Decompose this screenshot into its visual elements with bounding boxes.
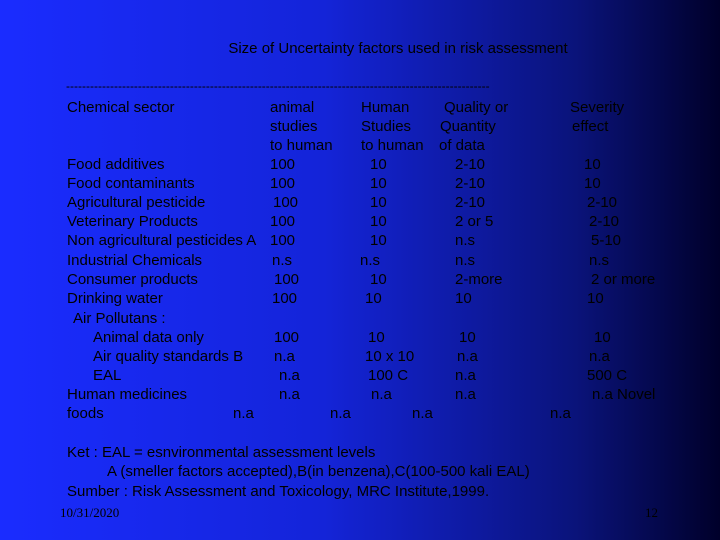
row-quality: n.a bbox=[455, 367, 476, 384]
row-animal-studies: 100 bbox=[270, 213, 296, 230]
row-sector: Animal data only bbox=[93, 329, 204, 346]
header-human-line1: Human bbox=[361, 99, 410, 116]
row-severity: 2 or more bbox=[591, 271, 656, 288]
header-animal-line2: studies bbox=[270, 118, 318, 135]
row-human-studies: n.a bbox=[371, 386, 392, 403]
row-animal-studies: 100 bbox=[274, 329, 300, 346]
header-human-line2: Studies bbox=[361, 118, 412, 135]
row-quality: n.a bbox=[457, 348, 478, 365]
row-sector: Food additives bbox=[67, 156, 165, 173]
row-severity: n.a bbox=[550, 405, 571, 422]
row-human-studies: n.a bbox=[330, 405, 351, 422]
header-chemical-sector: Chemical sector bbox=[67, 99, 175, 116]
row-human-studies: 10 bbox=[370, 232, 387, 249]
header-quality-line3: of data bbox=[439, 137, 485, 154]
row-quality: n.a bbox=[455, 386, 476, 403]
header-animal-line3: to human bbox=[270, 137, 333, 154]
row-animal-studies: 100 bbox=[270, 175, 296, 192]
row-animal-studies: n.a bbox=[279, 386, 300, 403]
row-severity: 5-10 bbox=[591, 232, 622, 249]
row-quality: 2-10 bbox=[455, 156, 486, 173]
row-sector: Drinking water bbox=[67, 290, 163, 307]
header-human-line3: to human bbox=[361, 137, 424, 154]
row-quality: n.s bbox=[455, 252, 476, 269]
row-human-studies: 100 C bbox=[368, 367, 409, 384]
row-quality: 2-more bbox=[455, 271, 503, 288]
row-severity: n.a bbox=[589, 348, 610, 365]
row-sector: Air quality standards B bbox=[93, 348, 244, 365]
slide-date: 10/31/2020 bbox=[60, 505, 120, 520]
row-animal-studies: n.a bbox=[279, 367, 300, 384]
row-sector: Food contaminants bbox=[67, 175, 195, 192]
row-sector: Veterinary Products bbox=[67, 213, 198, 230]
row-human-studies: 10 bbox=[370, 175, 387, 192]
row-sector: Industrial Chemicals bbox=[67, 252, 203, 269]
row-sector: Non agricultural pesticides A bbox=[67, 232, 257, 249]
header-quality-line1: Quality or bbox=[444, 99, 509, 116]
row-human-studies: 10 bbox=[370, 213, 387, 230]
header-quality-line2: Quantity bbox=[440, 118, 496, 135]
row-animal-studies: n.a bbox=[274, 348, 295, 365]
row-sector: Consumer products bbox=[67, 271, 198, 288]
row-severity: 10 bbox=[584, 175, 601, 192]
row-quality: 10 bbox=[459, 329, 476, 346]
note-source: Sumber : Risk Assessment and Toxicology,… bbox=[67, 483, 490, 500]
note-legend: A (smeller factors accepted),B(in benzen… bbox=[107, 463, 530, 480]
row-severity: 10 bbox=[594, 329, 611, 346]
row-quality: 10 bbox=[455, 290, 472, 307]
row-human-studies: n.s bbox=[360, 252, 381, 269]
slide-title: Size of Uncertainty factors used in risk… bbox=[228, 40, 568, 57]
header-animal-line1: animal bbox=[270, 99, 315, 116]
row-severity: 500 C bbox=[587, 367, 628, 384]
header-severity-line1: Severity bbox=[570, 99, 625, 116]
row-sector: foods bbox=[67, 405, 104, 422]
row-severity: 2-10 bbox=[587, 194, 618, 211]
row-human-studies: 10 bbox=[370, 156, 387, 173]
row-animal-studies: n.s bbox=[272, 252, 293, 269]
row-quality: 2-10 bbox=[455, 175, 486, 192]
row-sector: Human medicines bbox=[67, 386, 188, 403]
row-human-studies: 10 bbox=[370, 194, 387, 211]
row-animal-studies: 100 bbox=[274, 271, 300, 288]
row-severity: n.a Novel bbox=[592, 386, 656, 403]
slide-page-number: 12 bbox=[645, 505, 658, 520]
note-key: Ket : EAL = esnvironmental assessment le… bbox=[67, 444, 376, 461]
row-sector: EAL bbox=[93, 367, 122, 384]
row-severity: n.s bbox=[589, 252, 610, 269]
row-animal-studies: 100 bbox=[273, 194, 299, 211]
row-quality: n.a bbox=[412, 405, 433, 422]
row-human-studies: 10 bbox=[365, 290, 382, 307]
row-sector: Air Pollutans : bbox=[73, 310, 166, 327]
divider-line: ----------------------------------------… bbox=[66, 79, 490, 93]
row-human-studies: 10 x 10 bbox=[365, 348, 415, 365]
row-severity: 2-10 bbox=[589, 213, 620, 230]
row-severity: 10 bbox=[587, 290, 604, 307]
row-sector: Agricultural pesticide bbox=[67, 194, 206, 211]
row-human-studies: 10 bbox=[370, 271, 387, 288]
header-severity-line2: effect bbox=[572, 118, 609, 135]
row-animal-studies: 100 bbox=[270, 156, 296, 173]
row-quality: 2 or 5 bbox=[455, 213, 494, 230]
row-animal-studies: 100 bbox=[272, 290, 298, 307]
row-human-studies: 10 bbox=[368, 329, 385, 346]
row-animal-studies: n.a bbox=[233, 405, 254, 422]
row-quality: n.s bbox=[455, 232, 476, 249]
row-quality: 2-10 bbox=[455, 194, 486, 211]
row-severity: 10 bbox=[584, 156, 601, 173]
row-animal-studies: 100 bbox=[270, 232, 296, 249]
